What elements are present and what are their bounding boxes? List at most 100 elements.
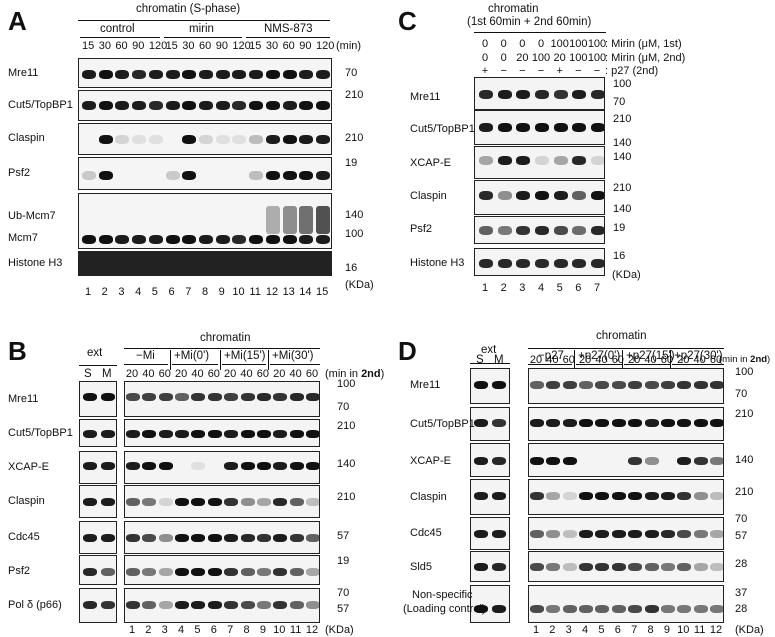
panel-c-row-label-claspin: Claspin (410, 190, 447, 202)
panel-a-ub-mcm7-smear (316, 206, 330, 234)
panel-d-ext-lane-s: S (476, 354, 484, 366)
panel-d-claspin-band (677, 492, 692, 500)
panel-a-lane-number: 11 (249, 286, 261, 298)
panel-d-cut5-band (710, 419, 723, 427)
panel-b-ext-psf2-band (101, 568, 115, 576)
panel-d-cut5-band (611, 419, 626, 427)
panel-label-b: B (8, 336, 27, 366)
panel-b-cut5-band (126, 430, 140, 438)
panel-d-row-label-loading-control: (Loading control) (403, 603, 486, 615)
panel-a-lane-number: 2 (101, 286, 108, 298)
panel-d-cdc45-band (530, 530, 544, 538)
panel-d-cut5-band (562, 419, 577, 427)
panel-c-cut5-band (497, 122, 512, 132)
panel-b-cut5-band (306, 430, 319, 438)
panel-c-claspin-band (572, 190, 587, 200)
panel-a-cut5-band (299, 100, 314, 110)
panel-b-cdc45-band (175, 534, 190, 542)
panel-a-row-label-cut5-topbp1: Cut5/TopBP1 (8, 99, 73, 111)
panel-c-lane-number: 7 (593, 282, 601, 294)
panel-b-ext-cut5-band (83, 430, 97, 438)
panel-b-marker: 100 (337, 378, 356, 390)
panel-b-psf2-band (158, 568, 173, 576)
panel-d-time-label: 20 (529, 354, 543, 366)
panel-b-time-label: 60 (305, 368, 319, 380)
panel-c-cond2-value: 100 (587, 52, 607, 64)
panel-d-time-label: 20 (578, 354, 592, 366)
panel-c-xcap-e-band (535, 155, 549, 165)
panel-b-claspin-band (224, 498, 239, 506)
panel-b-psf2-band (126, 568, 140, 576)
panel-c-psf2-band (497, 225, 512, 235)
panel-d-sld5-band (677, 563, 692, 571)
panel-b-marker: 70 (337, 587, 350, 599)
panel-b-cdc45-band (306, 534, 319, 542)
panel-b-mre11-band (158, 393, 173, 401)
panel-d-ext-blot-mre11 (470, 368, 510, 404)
panel-d-sld5-band (644, 563, 659, 571)
panel-d-time-label: 60 (660, 354, 674, 366)
panel-a-lane-number: 6 (168, 286, 175, 298)
panel-a-cut5-band (215, 100, 230, 110)
panel-b-pol-delta-band (289, 601, 304, 609)
panel-d-row-label-cdc45: Cdc45 (410, 527, 442, 539)
panel-d-marker: 210 (735, 486, 754, 498)
panel-b-pol-delta-band (256, 601, 271, 609)
panel-b-ext-blot-xcap-e (79, 451, 117, 484)
panel-a-psf2-band (82, 170, 96, 180)
panel-d-lane-number: 1 (532, 624, 540, 636)
panel-a-cut5-band (282, 100, 297, 110)
panel-d-row-label-non-specific: Non-specific (412, 589, 473, 601)
panel-d-non-specific-band (579, 605, 594, 613)
panel-b-cdc45-band (289, 534, 304, 542)
panel-d-time-label: 20 (628, 354, 641, 366)
panel-d-group-bracket (624, 364, 670, 365)
panel-d-sld5-band (628, 563, 643, 571)
panel-c-claspin-band (591, 190, 604, 200)
panel-c-cond1-value: 0 (519, 38, 526, 50)
panel-d-sld5-band (579, 563, 594, 571)
panel-b-time-label: 40 (142, 368, 155, 380)
panel-d-marker: 37 (735, 587, 748, 599)
panel-b-xcap-e-band (142, 462, 157, 470)
panel-d-lane-number: 5 (598, 624, 605, 636)
panel-a-cut5-band (316, 100, 330, 110)
panel-d-xcap-e-band (677, 457, 692, 465)
panel-d-cdc45-band (628, 530, 643, 538)
panel-c-marker: 100 (613, 78, 632, 90)
panel-d-time-label: 40 (546, 354, 559, 366)
panel-a-mcm7-band (182, 234, 197, 244)
panel-d-ext-cut5-band (474, 419, 488, 427)
panel-b-ext-claspin-band (101, 498, 115, 506)
panel-a-marker: 140 (345, 209, 364, 221)
panel-a-lane-number: 5 (151, 286, 158, 298)
panel-d-lane-number: 11 (693, 624, 706, 636)
panel-b-row-label-psf2: Psf2 (8, 565, 31, 577)
panel-d-cut5-band (530, 419, 544, 427)
panel-c-mre11-band (553, 89, 568, 99)
panel-c-histone-h3-band (535, 258, 549, 268)
panel-c-title: chromatin (488, 3, 539, 15)
panel-d-mre11-band (644, 381, 659, 389)
panel-b-pol-delta-band (306, 601, 319, 609)
panel-d-time-label: 40 (644, 354, 657, 366)
panel-d-marker: 100 (735, 366, 754, 378)
panel-b-mre11-band (256, 393, 271, 401)
panel-b-claspin-band (158, 498, 173, 506)
panel-b-pol-delta-band (126, 601, 140, 609)
panel-c-psf2-band (516, 225, 531, 235)
panel-c-cond3-value: + (556, 65, 563, 77)
panel-b-cut5-band (142, 430, 157, 438)
panel-b-claspin-band (175, 498, 190, 506)
panel-c-claspin-band (553, 190, 568, 200)
panel-d-mre11-band (595, 381, 610, 389)
panel-a-blot-cut5 (78, 90, 332, 121)
panel-a-claspin-band (215, 134, 230, 144)
panel-b-ext-xcap-e-band (101, 462, 115, 470)
panel-b-time-label: 20 (174, 368, 188, 380)
panel-d-blot-xcap-e (528, 443, 724, 477)
panel-d-lane-number: 9 (663, 624, 670, 636)
panel-a-time-label: 90 (132, 40, 145, 52)
panel-d-marker: 57 (735, 530, 748, 542)
panel-b-group-bracket (222, 364, 266, 365)
